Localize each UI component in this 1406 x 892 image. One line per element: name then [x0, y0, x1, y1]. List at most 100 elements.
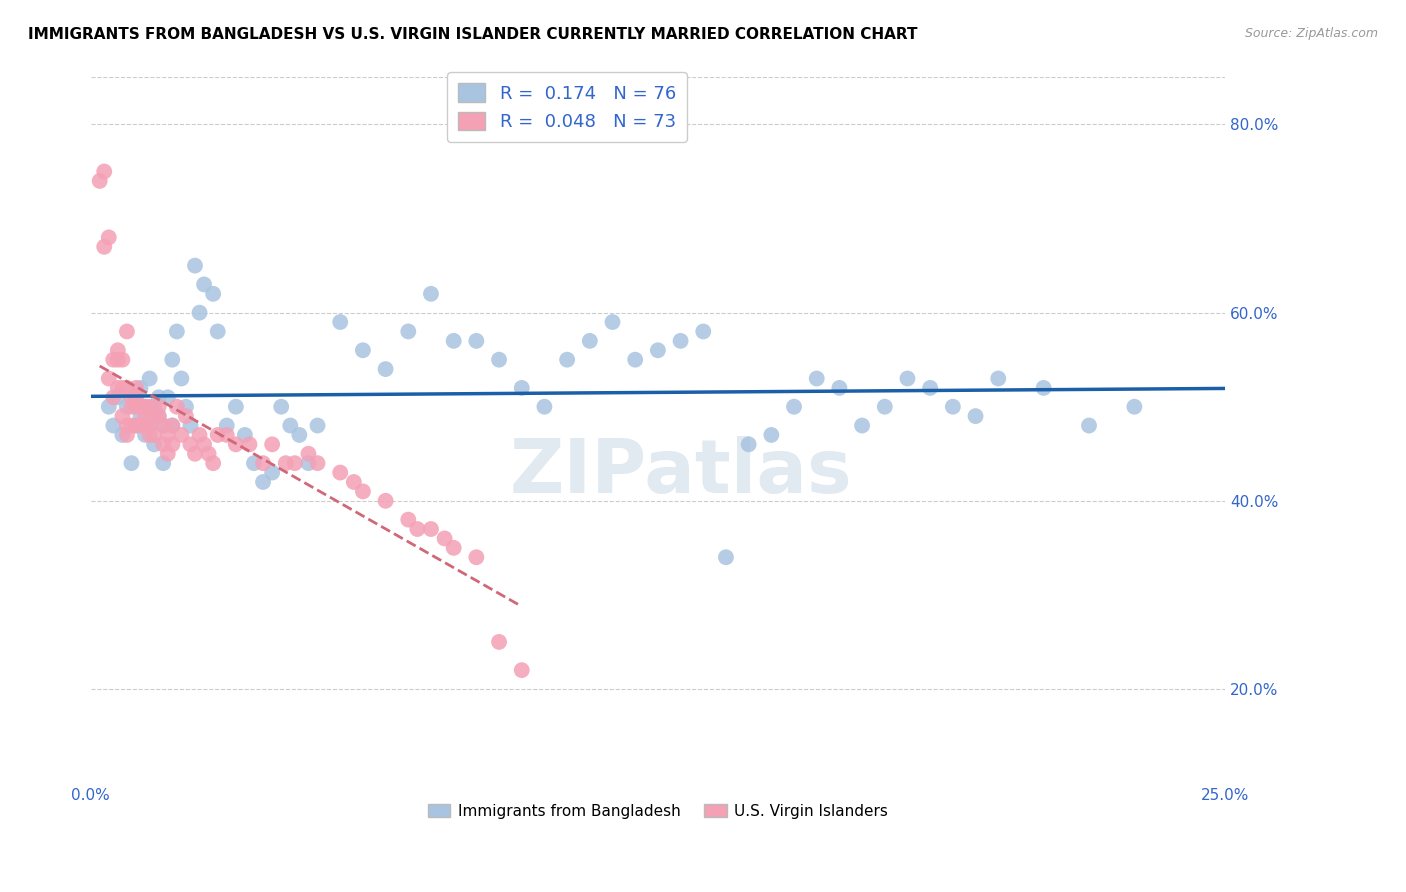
Point: [274, 456, 297, 470]
Point: [207, 325, 229, 339]
Point: [297, 447, 319, 461]
Point: [138, 428, 160, 442]
Point: [174, 409, 197, 424]
Point: [179, 418, 201, 433]
Text: IMMIGRANTS FROM BANGLADESH VS U.S. VIRGIN ISLANDER CURRENTLY MARRIED CORRELATION: IMMIGRANTS FROM BANGLADESH VS U.S. VIRGI…: [28, 27, 918, 42]
Point: [152, 418, 174, 433]
Point: [215, 428, 238, 442]
Point: [374, 493, 396, 508]
Point: [602, 315, 624, 329]
Point: [107, 352, 129, 367]
Point: [352, 343, 374, 358]
Point: [406, 522, 429, 536]
Point: [420, 286, 443, 301]
Point: [965, 409, 987, 424]
Point: [202, 456, 225, 470]
Text: ZIPatlas: ZIPatlas: [509, 436, 852, 509]
Point: [215, 418, 238, 433]
Point: [103, 390, 125, 404]
Point: [125, 390, 148, 404]
Point: [488, 635, 510, 649]
Point: [143, 409, 166, 424]
Point: [148, 400, 170, 414]
Point: [143, 428, 166, 442]
Point: [129, 418, 152, 433]
Point: [443, 541, 465, 555]
Point: [152, 437, 174, 451]
Point: [920, 381, 942, 395]
Point: [188, 428, 211, 442]
Point: [1078, 418, 1101, 433]
Point: [828, 381, 851, 395]
Point: [115, 381, 138, 395]
Point: [873, 400, 896, 414]
Point: [166, 400, 188, 414]
Point: [737, 437, 759, 451]
Point: [297, 456, 319, 470]
Point: [396, 513, 419, 527]
Point: [138, 418, 160, 433]
Point: [120, 390, 142, 404]
Point: [152, 418, 174, 433]
Point: [129, 400, 152, 414]
Point: [125, 418, 148, 433]
Point: [120, 418, 142, 433]
Point: [89, 174, 111, 188]
Point: [270, 400, 292, 414]
Point: [238, 437, 260, 451]
Point: [197, 447, 219, 461]
Point: [120, 400, 142, 414]
Point: [129, 409, 152, 424]
Point: [761, 428, 783, 442]
Point: [156, 428, 179, 442]
Point: [97, 230, 120, 244]
Point: [252, 475, 274, 489]
Point: [179, 437, 201, 451]
Point: [152, 456, 174, 470]
Point: [465, 334, 488, 348]
Point: [134, 428, 156, 442]
Point: [156, 447, 179, 461]
Point: [107, 381, 129, 395]
Point: [166, 325, 188, 339]
Point: [374, 362, 396, 376]
Point: [162, 437, 184, 451]
Point: [851, 418, 873, 433]
Point: [329, 315, 352, 329]
Point: [352, 484, 374, 499]
Point: [396, 325, 419, 339]
Point: [647, 343, 669, 358]
Point: [115, 428, 138, 442]
Point: [188, 305, 211, 319]
Point: [148, 409, 170, 424]
Point: [134, 400, 156, 414]
Point: [93, 164, 115, 178]
Point: [184, 447, 207, 461]
Point: [510, 381, 533, 395]
Point: [714, 550, 737, 565]
Point: [134, 409, 156, 424]
Point: [134, 418, 156, 433]
Point: [1032, 381, 1054, 395]
Point: [111, 381, 134, 395]
Point: [125, 400, 148, 414]
Text: Source: ZipAtlas.com: Source: ZipAtlas.com: [1244, 27, 1378, 40]
Point: [162, 418, 184, 433]
Point: [162, 418, 184, 433]
Point: [533, 400, 555, 414]
Point: [278, 418, 301, 433]
Point: [143, 400, 166, 414]
Point: [207, 428, 229, 442]
Point: [129, 381, 152, 395]
Point: [120, 456, 142, 470]
Point: [262, 466, 284, 480]
Point: [225, 437, 247, 451]
Point: [125, 418, 148, 433]
Point: [465, 550, 488, 565]
Point: [148, 390, 170, 404]
Point: [225, 400, 247, 414]
Point: [111, 409, 134, 424]
Point: [93, 240, 115, 254]
Point: [143, 437, 166, 451]
Point: [783, 400, 806, 414]
